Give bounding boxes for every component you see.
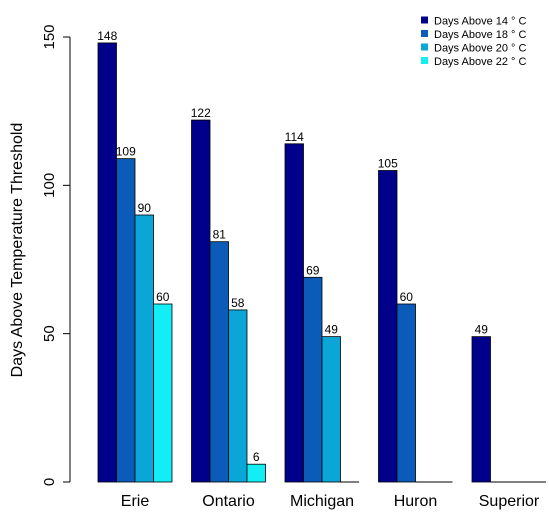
bar (246, 463, 266, 483)
bar (303, 276, 323, 483)
x-tick-label: Ontario (202, 493, 255, 510)
legend-label: Days Above 20 ° C (434, 43, 527, 55)
y-tick-label: 100 (41, 173, 58, 198)
x-tick-label: Michigan (290, 493, 354, 510)
bar (378, 170, 398, 483)
data-label: 81 (213, 228, 227, 242)
y-axis: 0 50 100 150 (41, 24, 71, 486)
bar (116, 158, 136, 483)
legend-label: Days Above 22 ° C (434, 56, 527, 68)
bar (284, 143, 304, 483)
y-tick-label: 150 (41, 24, 58, 49)
data-label: 114 (285, 130, 304, 144)
y-tick-label: 0 (41, 478, 58, 486)
data-label: 148 (97, 29, 117, 43)
data-label: 49 (325, 323, 339, 337)
bar (396, 303, 416, 483)
y-axis-title: Days Above Temperature Threshold (9, 123, 26, 378)
x-tick-label: Erie (121, 493, 150, 510)
data-label: 60 (400, 290, 414, 304)
legend-swatch (421, 16, 428, 24)
data-label: 69 (306, 263, 320, 277)
legend-swatch (421, 43, 428, 51)
bar (209, 241, 229, 483)
data-label: 60 (156, 290, 170, 304)
data-label: 109 (116, 145, 136, 159)
bar (97, 42, 117, 483)
x-tick-label: Superior (479, 493, 540, 510)
bar (191, 119, 211, 483)
data-label: 6 (253, 450, 260, 464)
bar (228, 309, 248, 483)
y-tick-label: 50 (41, 325, 58, 342)
bar (321, 336, 341, 483)
legend-swatch (421, 30, 428, 37)
category-labels: Erie Ontario Michigan Huron Superior (121, 493, 540, 510)
x-tick-label: Huron (394, 493, 438, 510)
data-label: 90 (138, 201, 152, 215)
data-label: 105 (378, 157, 398, 171)
legend-label: Days Above 18 ° C (434, 29, 527, 41)
bar (134, 214, 154, 483)
legend-label: Days Above 14 ° C (434, 16, 527, 28)
bars (97, 42, 546, 483)
legend-swatch (421, 57, 428, 64)
data-label: 58 (231, 296, 245, 310)
bar (153, 303, 173, 483)
bar (471, 336, 491, 483)
value-labels: 148 109 90 60 122 81 58 6 114 69 49 105 60 49 (97, 29, 488, 464)
data-label: 122 (191, 106, 211, 120)
data-label: 49 (475, 323, 489, 337)
